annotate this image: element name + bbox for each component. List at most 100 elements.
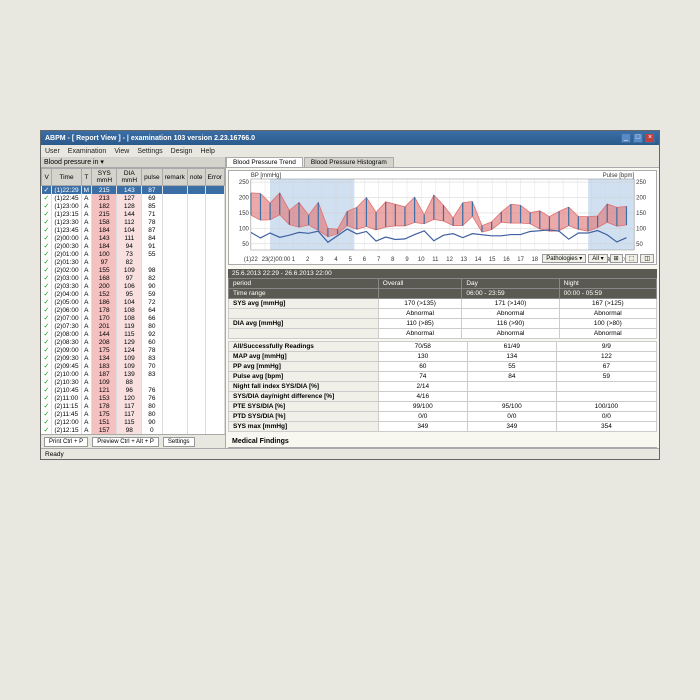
stats-panel: 25.6.2013 22:29 - 26.6.2013 22:00 period… — [228, 269, 657, 432]
stats-time-label: Time range — [229, 289, 379, 299]
reading-row[interactable]: ✓(2)09:30A13410983 — [42, 354, 225, 362]
stats-col-day: Day — [462, 279, 559, 289]
reading-row[interactable]: ✓(2)03:00A1689782 — [42, 274, 225, 282]
reading-row[interactable]: ✓(2)11:15A17811780 — [42, 402, 225, 410]
readings-table[interactable]: VTimeTSYS mmHDIA mmHpulseremarknoteError… — [41, 168, 225, 434]
chart-pathologies-dropdown[interactable]: Pathologies ▾ — [542, 254, 586, 263]
reading-row[interactable]: ✓(1)22:29M21514387 — [42, 186, 225, 195]
reading-row[interactable]: ✓(1)23:30A15811278 — [42, 218, 225, 226]
left-panel-header[interactable]: Blood pressure in ▾ — [41, 157, 225, 168]
col-header[interactable]: DIA mmH — [117, 169, 142, 186]
col-header[interactable]: Time — [52, 169, 81, 186]
col-header[interactable]: V — [42, 169, 52, 186]
svg-text:8: 8 — [391, 257, 395, 263]
reading-row[interactable]: ✓(2)11:00A15312076 — [42, 394, 225, 402]
reading-row[interactable]: ✓(2)07:30A20111980 — [42, 322, 225, 330]
reading-row[interactable]: ✓(2)05:00A18610472 — [42, 298, 225, 306]
reading-row[interactable]: ✓(2)07:00A17010866 — [42, 314, 225, 322]
svg-text:200: 200 — [636, 196, 647, 202]
reading-row[interactable]: ✓(2)09:00A17512478 — [42, 346, 225, 354]
svg-text:(1)22: (1)22 — [244, 257, 259, 263]
menu-user[interactable]: User — [45, 148, 60, 155]
reading-row[interactable]: ✓(1)23:15A21514471 — [42, 210, 225, 218]
print-button[interactable]: Print Ctrl + P — [44, 437, 88, 447]
stats-col-night: Night — [559, 279, 656, 289]
col-header[interactable]: T — [81, 169, 91, 186]
svg-text:BP [mmHg]: BP [mmHg] — [251, 173, 282, 179]
reading-row[interactable]: ✓(2)01:30A9782 — [42, 258, 225, 266]
tab-histogram[interactable]: Blood Pressure Histogram — [304, 157, 394, 167]
preview-button[interactable]: Preview Ctrl + Alt + P — [92, 437, 159, 447]
reading-row[interactable]: ✓(1)23:45A18410487 — [42, 226, 225, 234]
svg-text:3: 3 — [320, 257, 324, 263]
menu-help[interactable]: Help — [200, 148, 214, 155]
settings-button[interactable]: Settings — [163, 437, 195, 447]
window-title: ABPM - [ Report View ] - | examination 1… — [45, 135, 621, 142]
minimize-button[interactable]: _ — [621, 133, 631, 143]
menu-design[interactable]: Design — [171, 148, 193, 155]
stats-col-period: period — [229, 279, 379, 289]
svg-text:150: 150 — [239, 211, 250, 217]
reading-row[interactable]: ✓(2)04:00A1529559 — [42, 290, 225, 298]
reading-row[interactable]: ✓(2)10:45A1219676 — [42, 386, 225, 394]
svg-text:10: 10 — [418, 257, 425, 263]
reading-row[interactable]: ✓(2)12:00A15111590 — [42, 418, 225, 426]
menubar: User Examination View Settings Design He… — [41, 145, 659, 157]
chart-all-dropdown[interactable]: All ▾ — [588, 254, 607, 263]
stats-row: PTE SYS/DIA [%]99/10095/100100/100 — [229, 402, 657, 412]
reading-row[interactable]: ✓(2)00:30A1849491 — [42, 242, 225, 250]
reading-row[interactable]: ✓(2)00:00A14311184 — [42, 234, 225, 242]
maximize-button[interactable]: □ — [633, 133, 643, 143]
svg-text:15: 15 — [489, 257, 496, 263]
svg-text:2: 2 — [306, 257, 310, 263]
reading-row[interactable]: ✓(2)12:15A157980 — [42, 426, 225, 434]
svg-text:5: 5 — [349, 257, 353, 263]
svg-text:14: 14 — [475, 257, 482, 263]
svg-text:17: 17 — [517, 257, 524, 263]
bp-chart: 5050100100150150200200250250BP [mmHg]Pul… — [228, 170, 657, 265]
reading-row[interactable]: ✓(2)11:45A17511780 — [42, 410, 225, 418]
stats-row: SYS/DIA day/night difference [%]4/16 — [229, 392, 657, 402]
svg-text:13: 13 — [460, 257, 467, 263]
reading-row[interactable]: ✓(2)08:00A14411592 — [42, 330, 225, 338]
col-header[interactable]: pulse — [142, 169, 163, 186]
menu-view[interactable]: View — [114, 148, 129, 155]
reading-row[interactable]: ✓(2)01:00A1007355 — [42, 250, 225, 258]
menu-settings[interactable]: Settings — [137, 148, 162, 155]
reading-row[interactable]: ✓(2)06:00A17810864 — [42, 306, 225, 314]
col-header[interactable]: Error — [205, 169, 224, 186]
reading-row[interactable]: ✓(1)22:45A21312769 — [42, 194, 225, 202]
reading-row[interactable]: ✓(2)03:30A20010690 — [42, 282, 225, 290]
left-panel: Blood pressure in ▾ VTimeTSYS mmHDIA mmH… — [41, 157, 226, 448]
reading-row[interactable]: ✓(2)10:30A10988 — [42, 378, 225, 386]
stats-row: AbnormalAbnormalAbnormal — [229, 309, 657, 319]
stats-row: DIA avg [mmHg]110 (>85)116 (>90)100 (>80… — [229, 319, 657, 329]
reading-row[interactable]: ✓(2)02:00A15510998 — [42, 266, 225, 274]
stats-row: SYS avg [mmHg]170 (>135)171 (>140)167 (>… — [229, 299, 657, 309]
stats-row: PTD SYS/DIA [%]0/00/00/0 — [229, 412, 657, 422]
menu-examination[interactable]: Examination — [68, 148, 107, 155]
reading-row[interactable]: ✓(1)23:00A18212885 — [42, 202, 225, 210]
svg-text:1: 1 — [292, 257, 296, 263]
stats-col-overall: Overall — [378, 279, 462, 289]
svg-text:Pulse [bpm]: Pulse [bpm] — [603, 173, 635, 179]
svg-text:16: 16 — [503, 257, 510, 263]
svg-text:200: 200 — [239, 196, 250, 202]
stats-row: MAP avg [mmHg]130134122 — [229, 352, 657, 362]
reading-row[interactable]: ✓(2)09:45A18310970 — [42, 362, 225, 370]
tab-trend[interactable]: Blood Pressure Trend — [226, 157, 303, 167]
close-button[interactable]: × — [645, 133, 655, 143]
titlebar: ABPM - [ Report View ] - | examination 1… — [41, 131, 659, 145]
chart-tool-a-icon[interactable]: ⬚ — [625, 254, 639, 263]
status-text: Ready — [45, 451, 64, 458]
col-header[interactable]: remark — [162, 169, 187, 186]
stats-row: All/Successfully Readings70/5861/499/9 — [229, 342, 657, 352]
chart-zoom-icon[interactable]: ⊞ — [610, 254, 623, 263]
reading-row[interactable]: ✓(2)08:30A20812960 — [42, 338, 225, 346]
reading-row[interactable]: ✓(2)10:00A18713983 — [42, 370, 225, 378]
chart-tool-b-icon[interactable]: ◫ — [640, 254, 654, 263]
svg-text:9: 9 — [405, 257, 409, 263]
col-header[interactable]: note — [187, 169, 205, 186]
svg-text:50: 50 — [636, 242, 643, 248]
col-header[interactable]: SYS mmH — [92, 169, 117, 186]
